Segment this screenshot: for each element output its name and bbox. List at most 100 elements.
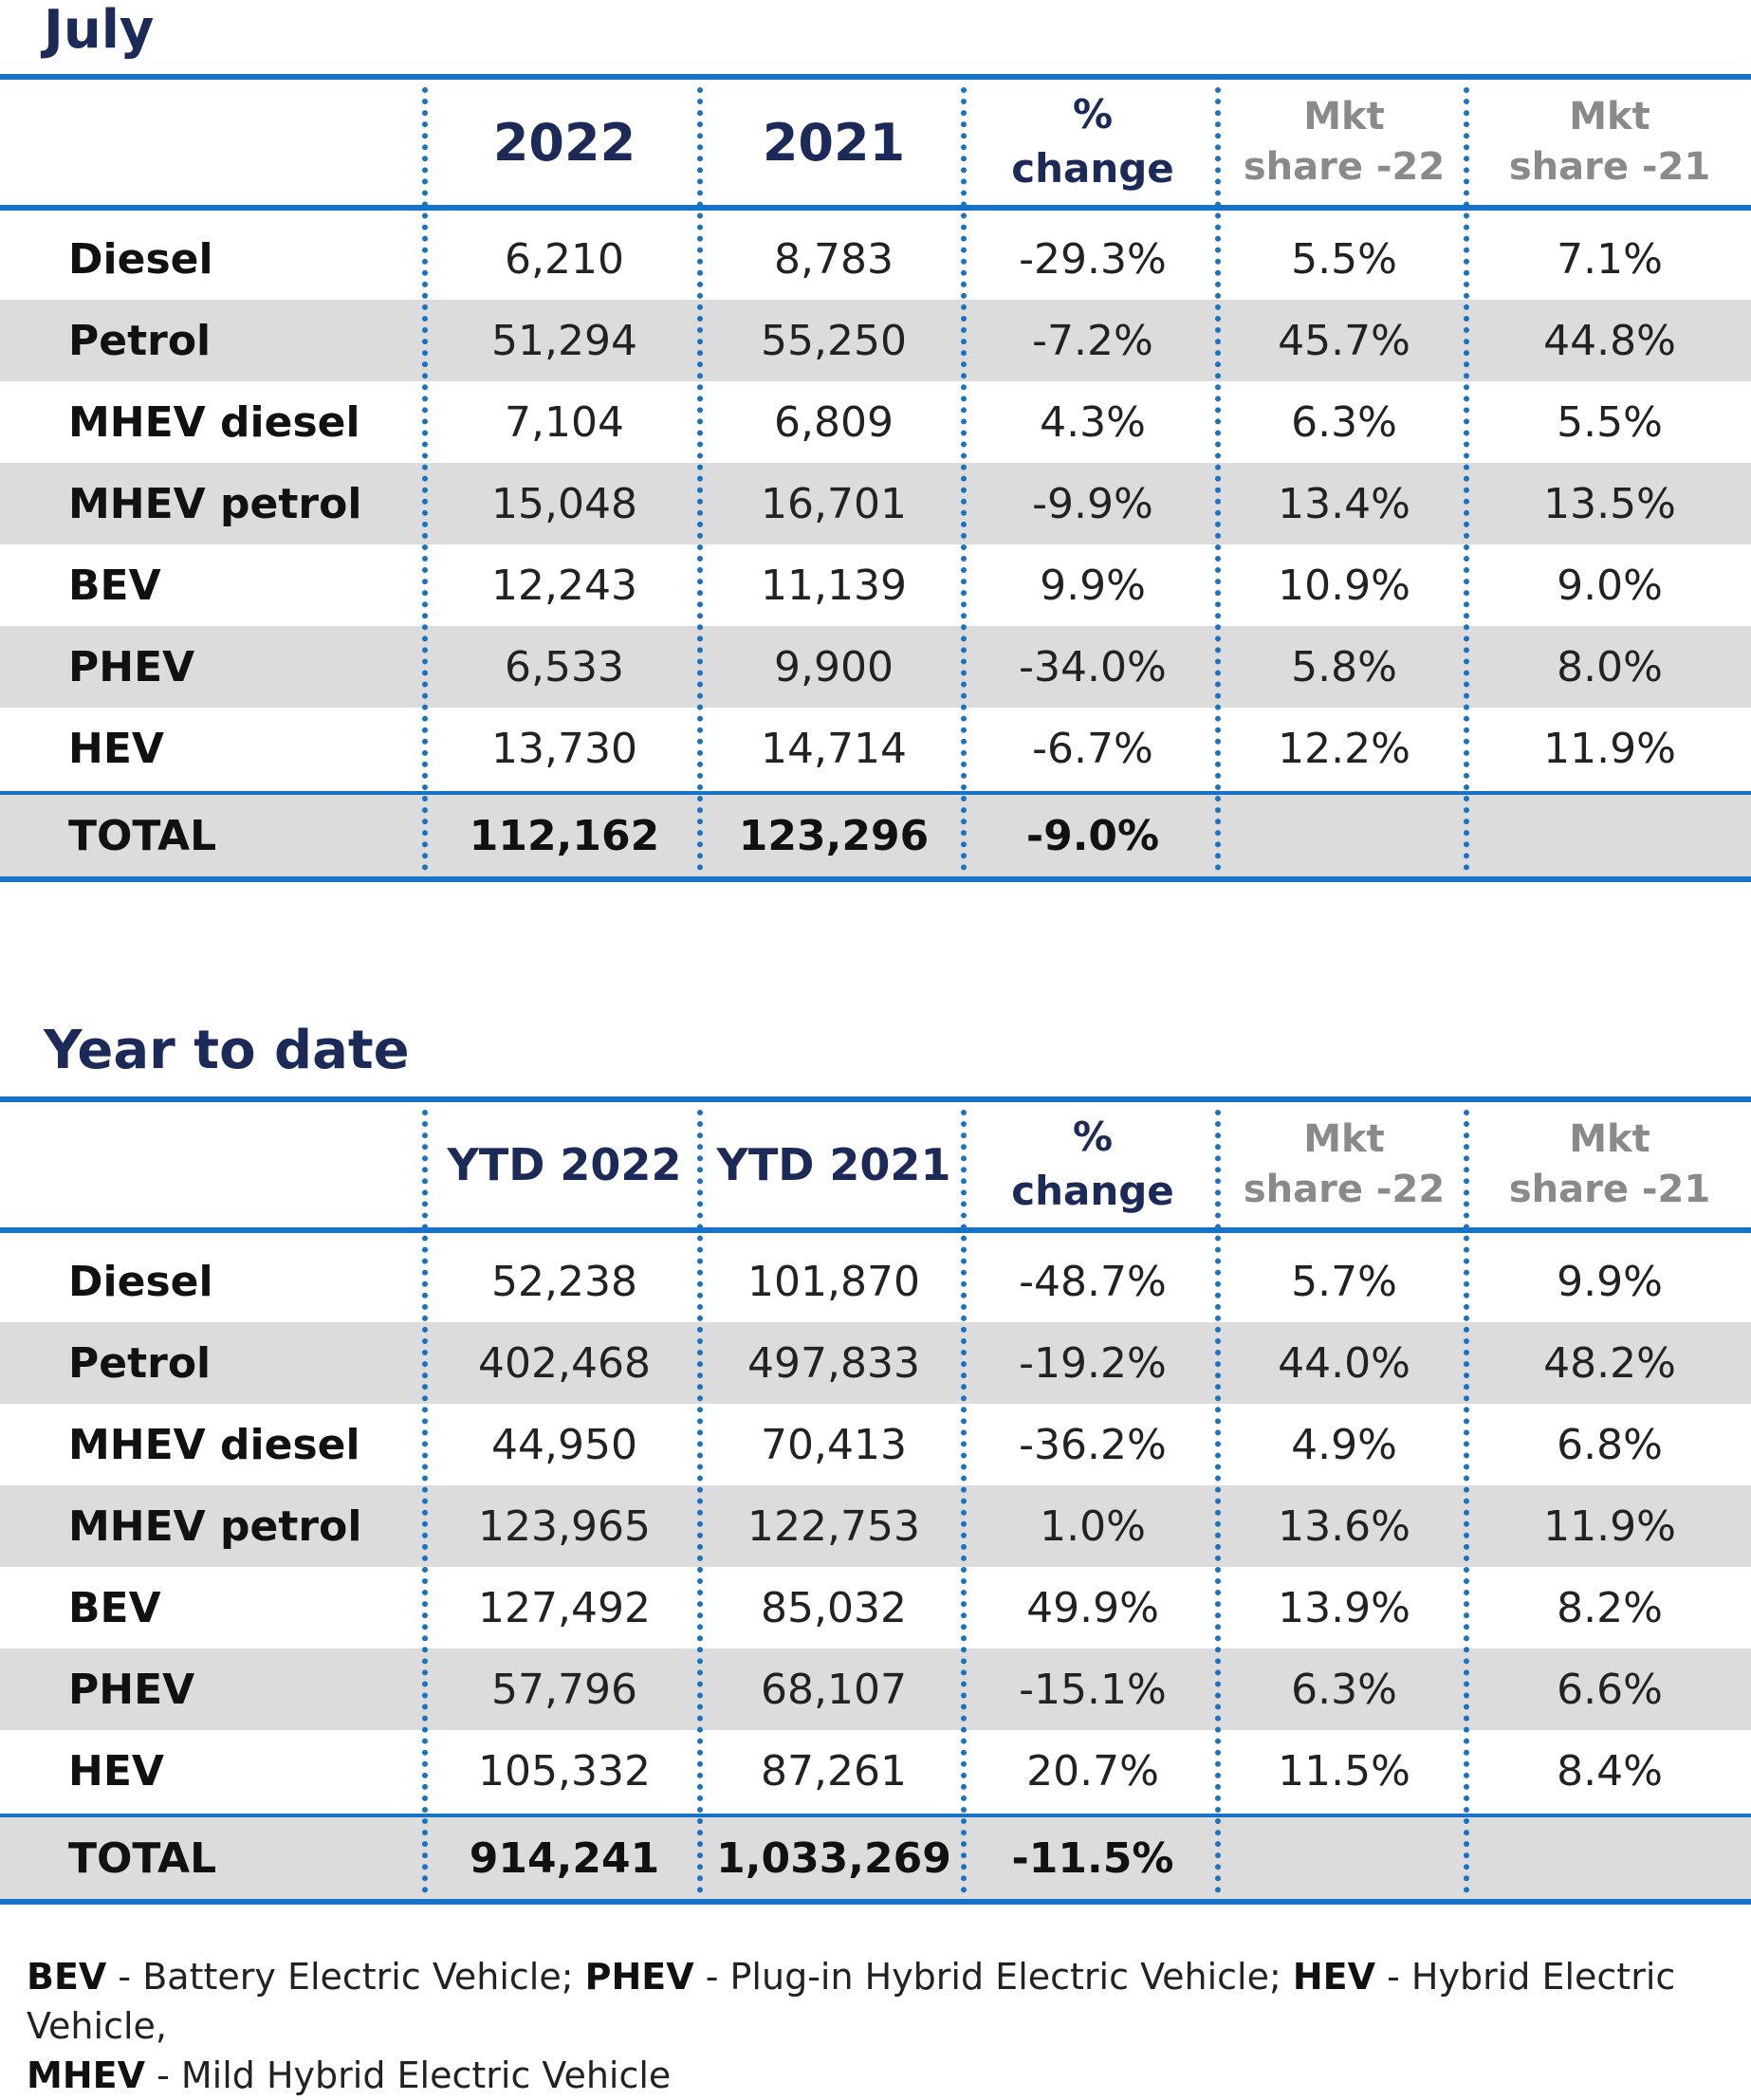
- section-title-year-to-date: Year to date: [44, 1020, 410, 1081]
- value-change: 20.7%: [1026, 1746, 1159, 1796]
- value-ytd-2021: 497,833: [747, 1338, 920, 1388]
- mkt22-header-line-2: share -22: [1243, 145, 1446, 189]
- row-label: MHEV diesel: [68, 1420, 360, 1469]
- legend-phev-text: - Plug-in Hybrid Electric Vehicle;: [693, 1956, 1293, 1998]
- change-header-line-1: %: [1072, 1114, 1114, 1161]
- mkt21-header-line-2: share -21: [1508, 1168, 1711, 1211]
- row-label: HEV: [68, 1746, 164, 1796]
- row-label: BEV: [68, 561, 161, 610]
- value-change: -6.7%: [1032, 724, 1153, 773]
- column-header-ytd-2021: YTD 2021: [716, 1139, 951, 1190]
- value-ytd-2021: 87,261: [761, 1746, 907, 1796]
- row-label: MHEV diesel: [68, 397, 360, 447]
- column-header-change: % change: [966, 80, 1220, 205]
- value-2021: 9,900: [774, 642, 894, 691]
- value-2021: 11,139: [761, 561, 907, 610]
- value-ytd-2022: 105,332: [478, 1746, 651, 1796]
- value-change: -36.2%: [1019, 1420, 1167, 1469]
- legend-mhev-text: - Mild Hybrid Electric Vehicle: [144, 2054, 672, 2096]
- value-mkt-share-21: 11.9%: [1543, 724, 1676, 773]
- value-ytd-2022: 57,796: [491, 1665, 637, 1714]
- table-top-rule: [0, 74, 1751, 80]
- value-mkt-share-22: 13.6%: [1278, 1501, 1410, 1551]
- value-mkt-share-22: 10.9%: [1278, 561, 1410, 610]
- value-mkt-share-21: 11.9%: [1543, 1501, 1676, 1551]
- value-2022: 51,294: [491, 316, 637, 365]
- value-2021: 8,783: [774, 234, 894, 284]
- value-2022: 7,104: [505, 397, 624, 447]
- table-row: Diesel 52,238 101,870 -48.7% 5.7% 9.9%: [0, 1241, 1751, 1322]
- row-label: Petrol: [68, 1338, 212, 1388]
- value-mkt-share-21: 6.8%: [1557, 1420, 1663, 1469]
- value-2022: 13,730: [491, 724, 637, 773]
- column-divider: [422, 87, 428, 871]
- legend-phev-abbr: PHEV: [584, 1956, 694, 1998]
- table-row: Petrol 402,468 497,833 -19.2% 44.0% 48.2…: [0, 1322, 1751, 1404]
- row-label: BEV: [68, 1583, 161, 1632]
- column-divider: [1464, 87, 1469, 871]
- value-ytd-2021: 70,413: [761, 1420, 907, 1469]
- value-mkt-share-21: 6.6%: [1557, 1665, 1663, 1714]
- value-ytd-2022: 127,492: [478, 1583, 651, 1632]
- value-mkt-share-22: 4.9%: [1291, 1420, 1397, 1469]
- value-change: 9.9%: [1040, 561, 1146, 610]
- value-mkt-share-21: 9.0%: [1557, 561, 1663, 610]
- total-label: TOTAL: [68, 811, 217, 860]
- column-header-change: % change: [966, 1102, 1220, 1227]
- table-row: MHEV petrol 15,048 16,701 -9.9% 13.4% 13…: [0, 463, 1751, 544]
- value-2021: 6,809: [774, 397, 894, 447]
- value-mkt-share-21: 9.9%: [1557, 1257, 1663, 1306]
- mkt22-header-line-1: Mkt: [1303, 1117, 1385, 1162]
- value-mkt-share-21: 8.4%: [1557, 1746, 1663, 1796]
- table-bottom-rule: [0, 1899, 1751, 1905]
- total-label: TOTAL: [68, 1833, 217, 1883]
- value-mkt-share-22: 44.0%: [1278, 1338, 1410, 1388]
- value-ytd-2021: 122,753: [747, 1501, 920, 1551]
- mkt22-header-line-1: Mkt: [1303, 95, 1385, 139]
- value-2022: 12,243: [491, 561, 637, 610]
- header-rule: [0, 1227, 1751, 1233]
- value-mkt-share-22: 45.7%: [1278, 316, 1410, 365]
- table-row: MHEV diesel 44,950 70,413 -36.2% 4.9% 6.…: [0, 1404, 1751, 1485]
- mkt21-header-line-1: Mkt: [1569, 1117, 1650, 1162]
- column-divider: [1464, 1110, 1469, 1893]
- value-mkt-share-21: 44.8%: [1543, 316, 1676, 365]
- legend-bev-abbr: BEV: [27, 1956, 107, 1998]
- value-mkt-share-22: 12.2%: [1278, 724, 1410, 773]
- row-label: Petrol: [68, 316, 212, 365]
- value-change: -19.2%: [1019, 1338, 1167, 1388]
- legend-bev-text: - Battery Electric Vehicle;: [106, 1956, 585, 1998]
- value-change: -7.2%: [1032, 316, 1153, 365]
- total-row: TOTAL 914,241 1,033,269 -11.5%: [0, 1817, 1751, 1899]
- table-row: HEV 13,730 14,714 -6.7% 12.2% 11.9%: [0, 708, 1751, 789]
- table-row: MHEV diesel 7,104 6,809 4.3% 6.3% 5.5%: [0, 381, 1751, 463]
- value-mkt-share-22: 5.7%: [1291, 1257, 1397, 1306]
- total-top-rule: [0, 791, 1751, 795]
- value-mkt-share-21: 5.5%: [1557, 397, 1663, 447]
- value-change: -34.0%: [1019, 642, 1167, 691]
- table-row: BEV 12,243 11,139 9.9% 10.9% 9.0%: [0, 544, 1751, 626]
- total-ytd-2022: 914,241: [469, 1833, 660, 1883]
- table-row: BEV 127,492 85,032 49.9% 13.9% 8.2%: [0, 1567, 1751, 1649]
- value-change: -15.1%: [1019, 1665, 1167, 1714]
- section-title-july: July: [44, 0, 155, 61]
- value-ytd-2021: 68,107: [761, 1665, 907, 1714]
- column-header-2022: 2022: [492, 112, 636, 173]
- column-header-mkt-share-22: Mkt share -22: [1220, 1102, 1468, 1227]
- total-ytd-2021: 1,033,269: [716, 1833, 951, 1883]
- column-header-mkt-share-22: Mkt share -22: [1220, 80, 1468, 205]
- row-label: PHEV: [68, 1665, 195, 1714]
- value-mkt-share-22: 5.5%: [1291, 234, 1397, 284]
- value-mkt-share-22: 6.3%: [1291, 397, 1397, 447]
- value-mkt-share-22: 13.9%: [1278, 1583, 1410, 1632]
- value-change: 4.3%: [1040, 397, 1146, 447]
- table-row: Petrol 51,294 55,250 -7.2% 45.7% 44.8%: [0, 300, 1751, 381]
- total-row: TOTAL 112,162 123,296 -9.0%: [0, 795, 1751, 876]
- column-header-2021: 2021: [762, 112, 906, 173]
- table-row: PHEV 57,796 68,107 -15.1% 6.3% 6.6%: [0, 1649, 1751, 1730]
- change-header-line-2: change: [1011, 1168, 1174, 1214]
- row-label: PHEV: [68, 642, 195, 691]
- row-label: HEV: [68, 724, 164, 773]
- column-divider: [697, 87, 703, 871]
- row-label: Diesel: [68, 234, 213, 284]
